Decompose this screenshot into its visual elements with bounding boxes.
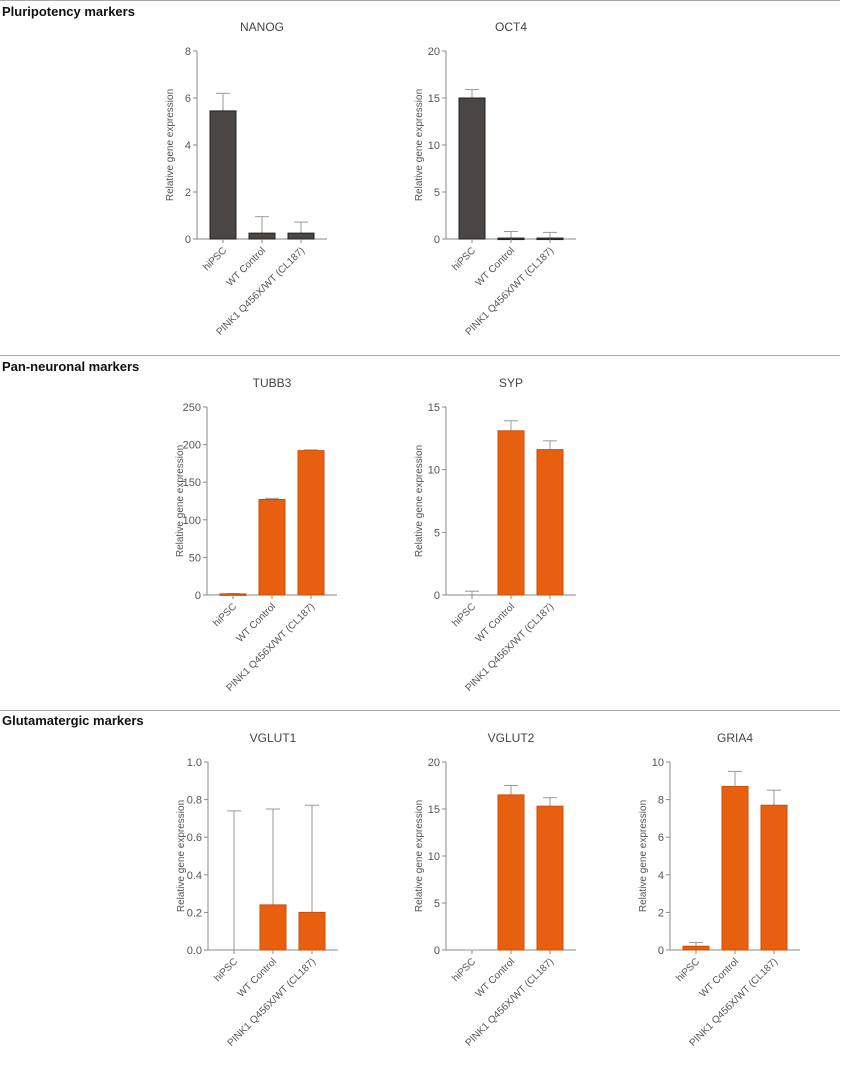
y-tick-label: 15 (428, 804, 440, 816)
bar (248, 232, 276, 240)
section-divider (0, 355, 840, 356)
x-tick-label: hiPSC (450, 245, 478, 273)
y-tick-label: 0 (658, 945, 664, 957)
y-axis-label: Relative gene expression (638, 800, 649, 912)
y-tick-label: 10 (652, 757, 664, 769)
y-tick-label: 0.8 (187, 795, 202, 807)
y-axis-label: Relative gene expression (414, 800, 425, 912)
y-tick-label: 10 (428, 140, 440, 152)
y-tick-label: 100 (183, 515, 201, 527)
y-axis-label: Relative gene expression (414, 445, 425, 557)
y-tick-label: 5 (434, 527, 440, 539)
y-tick-label: 200 (183, 440, 201, 452)
x-tick-label: hiPSC (211, 601, 239, 629)
chart-title: TUBB3 (253, 376, 292, 390)
y-tick-label: 10 (428, 851, 440, 863)
chart-vglut2: VGLUT2 Relative gene expression 0 5 10 15 20 hi… (414, 731, 576, 1049)
y-tick-label: 0.6 (187, 832, 202, 844)
y-tick-label: 0 (195, 590, 201, 602)
section-title-glutamatergic: Glutamatergic markers (2, 713, 144, 728)
y-tick-label: 0.4 (187, 870, 202, 882)
section-title-pan-neuronal: Pan-neuronal markers (2, 359, 140, 374)
y-tick-label: 0.2 (187, 907, 202, 919)
section-divider (0, 0, 840, 1)
bar (259, 904, 287, 951)
y-tick-label: 6 (185, 93, 191, 105)
chart-oct4: OCT4 Relative gene expression 0 5 10 15 20 hiPS… (414, 20, 576, 338)
y-axis-label: Relative gene expression (175, 445, 186, 557)
x-tick-label: hiPSC (450, 956, 478, 984)
y-tick-label: 150 (183, 477, 201, 489)
y-tick-label: 20 (428, 46, 440, 58)
y-tick-label: 8 (185, 46, 191, 58)
chart-title: GRIA4 (717, 731, 753, 745)
bar (209, 110, 237, 240)
y-tick-label: 2 (185, 187, 191, 199)
bar (298, 911, 326, 951)
y-axis-label: Relative gene expression (176, 800, 187, 912)
y-axis-label: Relative gene expression (165, 89, 176, 201)
y-axis-label: Relative gene expression (414, 89, 425, 201)
y-tick-label: 0.0 (187, 945, 202, 957)
bar (497, 794, 525, 951)
y-tick-label: 0 (434, 945, 440, 957)
y-tick-label: 8 (658, 795, 664, 807)
x-tick-label: hiPSC (201, 245, 229, 273)
chart-title: NANOG (240, 20, 284, 34)
y-tick-label: 10 (428, 465, 440, 477)
chart-tubb3: TUBB3 Relative gene expression 0 50 100 150 20… (175, 376, 337, 694)
y-tick-label: 6 (658, 832, 664, 844)
y-tick-label: 15 (428, 402, 440, 414)
chart-title: SYP (499, 376, 523, 390)
y-tick-label: 1.0 (187, 757, 202, 769)
bar (682, 945, 710, 951)
chart-title: VGLUT1 (250, 731, 297, 745)
bar (536, 805, 564, 951)
y-tick-label: 0 (185, 234, 191, 246)
y-tick-label: 5 (434, 898, 440, 910)
y-tick-label: 5 (434, 187, 440, 199)
x-tick-label: hiPSC (212, 956, 240, 984)
chart-vglut1: VGLUT1 Relative gene expression 0.0 0.2 0.4 0… (176, 731, 338, 1049)
bar (287, 232, 315, 240)
bar (497, 430, 525, 596)
y-tick-label: 250 (183, 402, 201, 414)
y-tick-label: 50 (189, 552, 201, 564)
x-tick-label: hiPSC (674, 956, 702, 984)
section-title-pluripotency: Pluripotency markers (2, 4, 135, 19)
bar (760, 804, 788, 951)
chart-gria4: GRIA4 Relative gene expression 0 2 4 6 8 10 hiPS… (638, 731, 800, 1049)
bar (721, 785, 749, 951)
y-tick-label: 4 (658, 870, 664, 882)
y-tick-label: 4 (185, 140, 191, 152)
chart-title: VGLUT2 (488, 731, 535, 745)
x-tick-label: hiPSC (450, 601, 478, 629)
y-tick-label: 0 (434, 234, 440, 246)
y-tick-label: 15 (428, 93, 440, 105)
bar (258, 498, 286, 596)
chart-title: OCT4 (495, 20, 527, 34)
y-tick-label: 20 (428, 757, 440, 769)
y-tick-label: 2 (658, 907, 664, 919)
section-divider (0, 710, 840, 711)
bar (458, 97, 486, 240)
bar (536, 449, 564, 596)
bar (297, 450, 325, 596)
y-tick-label: 0 (434, 590, 440, 602)
